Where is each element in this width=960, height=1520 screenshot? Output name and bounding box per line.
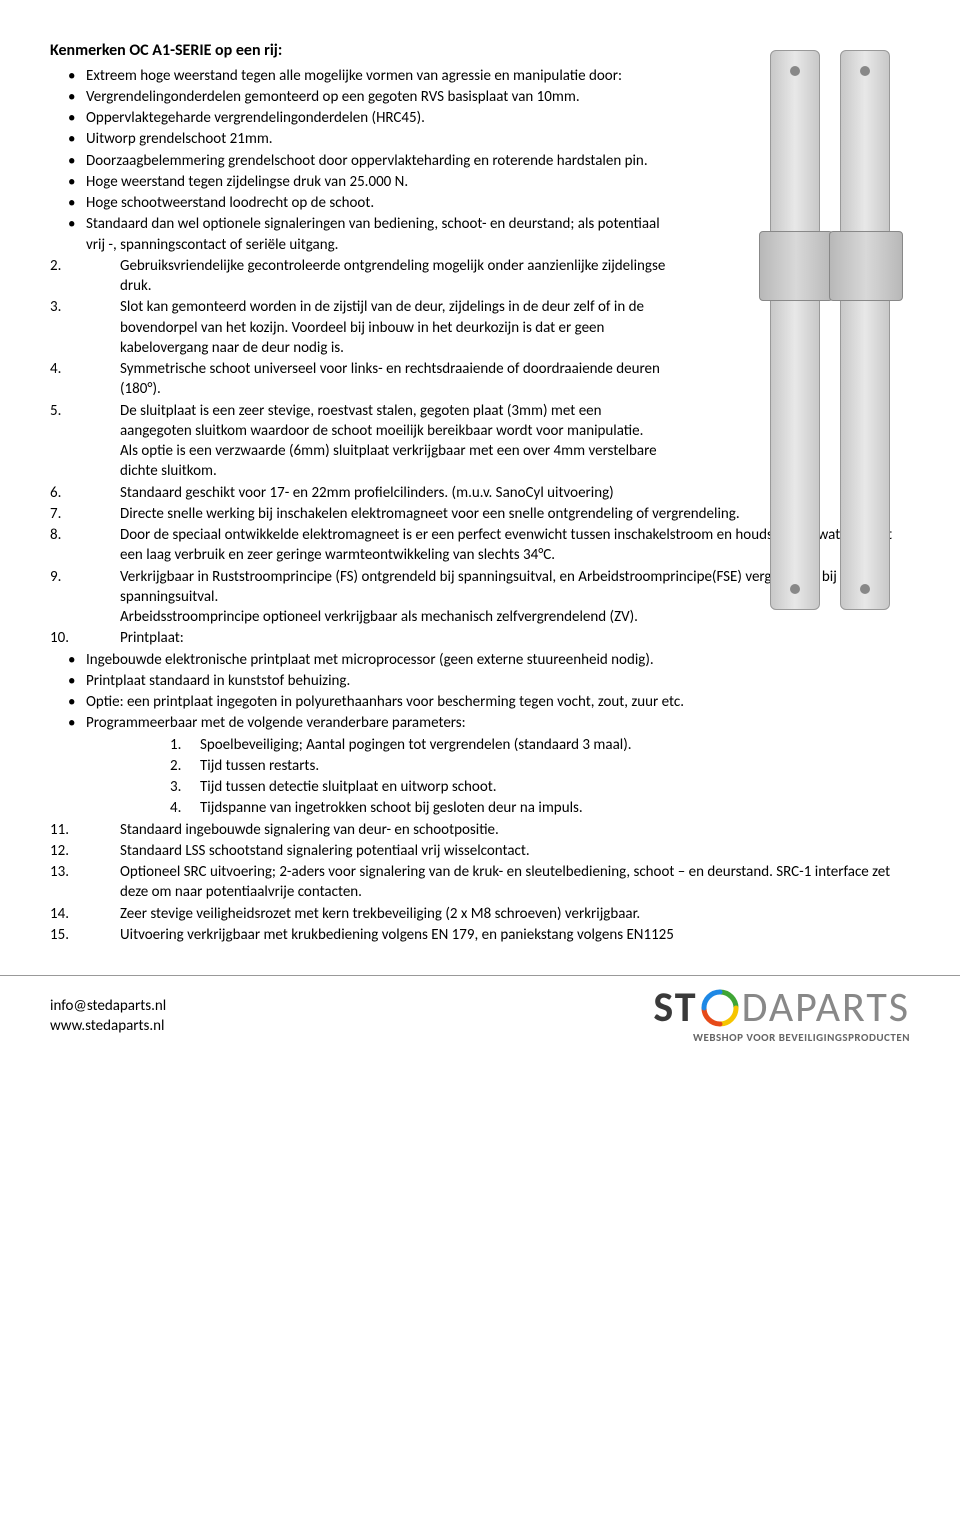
lock-bar-left <box>770 50 820 610</box>
logo-bold: ST <box>653 987 697 1029</box>
logo-swoosh-icon <box>700 988 740 1028</box>
numbered-item: 12.Standaard LSS schootstand signalering… <box>50 841 900 861</box>
item-number: 3. <box>50 297 80 317</box>
footer-logo: ST DAPARTS <box>653 987 910 1029</box>
numbered-item: 11.Standaard ingebouwde signalering van … <box>50 820 900 840</box>
bullet-item: Doorzaagbelemmering grendelschoot door o… <box>86 151 670 171</box>
item-10-subnumbered: 1.Spoelbeveiliging; Aantal pogingen tot … <box>50 735 900 819</box>
footer-divider <box>0 975 960 976</box>
logo-light: DAPARTS <box>742 987 910 1029</box>
item-number: 12. <box>50 841 80 861</box>
sub-numbered-item: 1.Spoelbeveiliging; Aantal pogingen tot … <box>170 735 900 755</box>
lock-bar-right <box>840 50 890 610</box>
sub-number: 4. <box>170 798 181 818</box>
numbered-item: 15.Uitvoering verkrijgbaar met krukbedie… <box>50 925 900 945</box>
bullet-item: Standaard dan wel optionele signaleringe… <box>86 214 670 255</box>
numbered-item: 14.Zeer stevige veiligheidsrozet met ker… <box>50 904 900 924</box>
item-number: 6. <box>50 483 80 503</box>
item-10-bullets: Ingebouwde elektronische printplaat met … <box>50 650 900 734</box>
item-10-title: Printplaat: <box>120 629 184 647</box>
item-number: 4. <box>50 359 80 379</box>
sub-number: 3. <box>170 777 181 797</box>
item-number: 2. <box>50 256 80 276</box>
footer-tagline: WEBSHOP VOOR BEVEILIGINGSPRODUCTEN <box>653 1031 910 1046</box>
product-illustration <box>730 50 930 630</box>
numbered-item: 2.Gebruiksvriendelijke gecontroleerde on… <box>50 256 670 297</box>
item-10-number: 10. <box>50 628 80 648</box>
bullet-item: Vergrendelingonderdelen gemonteerd op ee… <box>86 87 670 107</box>
item-number: 5. <box>50 401 80 421</box>
item-number: 13. <box>50 862 80 882</box>
numbered-item: 3.Slot kan gemonteerd worden in de zijst… <box>50 297 670 358</box>
item-number: 15. <box>50 925 80 945</box>
sub-numbered-item: 4.Tijdspanne van ingetrokken schoot bij … <box>170 798 900 818</box>
bullet-item: Uitworp grendelschoot 21mm. <box>86 129 670 149</box>
sub-bullet-item: Optie: een printplaat ingegoten in polyu… <box>50 692 900 712</box>
sub-bullet-item: Ingebouwde elektronische printplaat met … <box>50 650 900 670</box>
item-number: 14. <box>50 904 80 924</box>
item-10: 10. Printplaat: <box>50 628 900 648</box>
sub-bullet-item: Printplaat standaard in kunststof behuiz… <box>50 671 900 691</box>
bullet-item: Oppervlaktegeharde vergrendelingonderdel… <box>86 108 670 128</box>
numbered-list-tail: 11.Standaard ingebouwde signalering van … <box>50 820 900 946</box>
bullet-item: Hoge weerstand tegen zijdelingse druk va… <box>86 172 670 192</box>
footer-email: info@stedaparts.nl <box>50 997 166 1017</box>
sub-number: 2. <box>170 756 181 776</box>
numbered-item: 13.Optioneel SRC uitvoering; 2-aders voo… <box>50 862 900 903</box>
sub-number: 1. <box>170 735 181 755</box>
numbered-item: 5.De sluitplaat is een zeer stevige, roe… <box>50 401 670 482</box>
bullet-item: Hoge schootweerstand loodrecht op de sch… <box>86 193 670 213</box>
bullet-item: Extreem hoge weerstand tegen alle mogeli… <box>86 66 670 86</box>
numbered-item: 6.Standaard geschikt voor 17- en 22mm pr… <box>50 483 670 503</box>
sub-bullet-item: Programmeerbaar met de volgende verander… <box>50 713 900 733</box>
item-number: 8. <box>50 525 80 545</box>
item-number: 7. <box>50 504 80 524</box>
numbered-list-a: 2.Gebruiksvriendelijke gecontroleerde on… <box>50 256 670 503</box>
item-number: 9. <box>50 567 80 587</box>
sub-numbered-item: 3.Tijd tussen detectie sluitplaat en uit… <box>170 777 900 797</box>
top-bullet-list: Extreem hoge weerstand tegen alle mogeli… <box>50 66 670 255</box>
footer-web: www.stedaparts.nl <box>50 1017 166 1037</box>
sub-numbered-item: 2.Tijd tussen restarts. <box>170 756 900 776</box>
item-number: 11. <box>50 820 80 840</box>
numbered-item: 4.Symmetrische schoot universeel voor li… <box>50 359 670 400</box>
page-footer: info@stedaparts.nl www.stedaparts.nl ST … <box>0 987 960 1046</box>
